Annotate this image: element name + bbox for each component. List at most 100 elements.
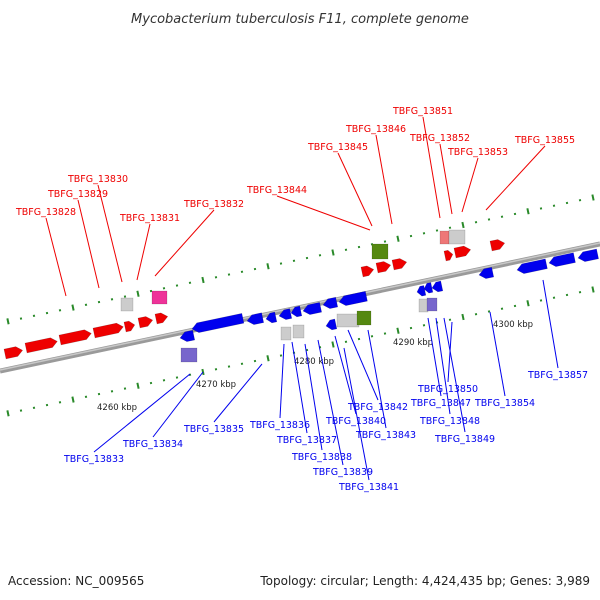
reverse-gene-shape	[191, 313, 245, 333]
reverse-gene-shape	[516, 258, 548, 274]
tick-top	[539, 207, 543, 210]
reverse-gene	[577, 248, 599, 262]
accession-label: Accession: NC_009565	[8, 574, 144, 588]
tick-top	[175, 284, 179, 287]
tick-bottom	[6, 410, 10, 417]
bottom-gene-label-line	[367, 329, 387, 429]
forward-gene	[391, 258, 408, 271]
tick-bottom	[110, 390, 114, 393]
bottom-gene-label-line	[542, 279, 559, 369]
gray-feature	[418, 298, 429, 313]
tick-bottom	[461, 313, 465, 321]
forward-gene-shape	[92, 322, 124, 339]
tick-bottom	[266, 355, 270, 362]
tick-top	[240, 270, 244, 273]
tick-top	[188, 281, 192, 284]
top-gene-label: TBFG_13851	[392, 106, 453, 117]
tick-top	[253, 267, 257, 271]
gray-feature	[280, 326, 292, 341]
top-gene-label: TBFG_13846	[345, 124, 406, 135]
top-gene-label-line	[77, 199, 100, 289]
gene-features	[3, 229, 599, 363]
gray-feature	[336, 313, 360, 328]
top-gene-label-line	[375, 134, 393, 225]
tick-top	[201, 276, 205, 284]
reverse-gene-shape	[302, 302, 322, 315]
reverse-gene	[179, 329, 196, 342]
reverse-gene	[548, 252, 576, 267]
tick-bottom	[552, 296, 556, 299]
salmon-feature	[439, 230, 450, 245]
forward-gene	[123, 320, 136, 333]
gray-feature	[448, 229, 466, 245]
tick-top	[58, 309, 62, 312]
tick-top	[513, 212, 517, 216]
forward-gene	[453, 245, 472, 259]
tick-top	[292, 259, 296, 262]
tick-bottom	[396, 327, 400, 334]
tick-top	[214, 276, 218, 279]
bottom-gene-label-line	[291, 341, 308, 434]
tick-bottom	[84, 395, 88, 398]
reverse-gene	[478, 266, 495, 279]
top-gene-label: TBFG_13853	[447, 147, 508, 158]
reverse-gene	[246, 312, 264, 325]
tick-marks	[6, 194, 595, 417]
bottom-gene-label: TBFG_13838	[291, 452, 352, 463]
top-gene-label: TBFG_13844	[246, 185, 307, 196]
genome-summary: Topology: circular; Length: 4,424,435 bp…	[259, 574, 590, 588]
tick-top	[591, 194, 595, 201]
tick-bottom	[58, 401, 62, 404]
green-feature	[371, 243, 389, 260]
top-gene-label-line	[422, 116, 441, 219]
tick-top	[435, 229, 439, 232]
tick-bottom	[565, 293, 569, 297]
tick-top	[409, 234, 413, 238]
tick-bottom	[539, 299, 543, 302]
tick-top	[487, 218, 491, 221]
tick-bottom	[214, 368, 218, 371]
bottom-gene-label-line	[93, 373, 191, 453]
bottom-gene-label: TBFG_13850	[417, 384, 478, 395]
reverse-gene-shape	[322, 296, 339, 309]
bottom-gene-label-line	[489, 311, 506, 397]
top-gene-label-line	[97, 184, 123, 283]
scale-label: 4300 kbp	[493, 320, 533, 330]
tick-top	[305, 256, 309, 260]
tick-top	[318, 254, 322, 257]
bottom-gene-label: TBFG_13848	[419, 416, 480, 427]
tick-top	[162, 287, 166, 290]
bottom-gene-label: TBFG_13839	[312, 467, 373, 478]
forward-gene-shape	[360, 265, 375, 278]
top-gene-label-line	[485, 145, 546, 211]
bottom-gene-label-line	[317, 339, 344, 466]
forward-gene	[92, 322, 124, 339]
bottom-gene-label-line	[347, 329, 379, 401]
tick-top	[422, 232, 426, 235]
top-gene-label-line	[276, 195, 371, 231]
forward-gene	[154, 312, 169, 325]
tick-bottom	[136, 382, 140, 389]
bottom-gene-label: TBFG_13836	[249, 420, 310, 431]
tick-top	[565, 201, 569, 205]
forward-gene	[3, 346, 23, 360]
tick-bottom	[45, 403, 49, 407]
top-gene-label: TBFG_13830	[67, 174, 128, 185]
pink-feature	[151, 290, 168, 305]
tick-top	[32, 314, 36, 317]
forward-gene	[489, 239, 506, 252]
reverse-gene	[302, 302, 322, 315]
reverse-gene-shape	[265, 311, 278, 324]
bottom-gene-label-line	[447, 321, 453, 383]
tick-bottom	[344, 340, 348, 343]
gray-feature	[120, 297, 134, 312]
bottom-gene-label-line	[435, 317, 451, 415]
top-gene-label-line	[154, 209, 215, 277]
scale-labels: 4260 kbp 4270 kbp 4280 kbp 4290 kbp 4300 kbp	[97, 320, 533, 413]
reverse-gene	[278, 308, 293, 320]
tick-bottom	[474, 313, 478, 316]
bottom-gene-label: TBFG_13843	[355, 430, 416, 441]
forward-gene-shape	[154, 312, 169, 325]
bottom-gene-label: TBFG_13842	[347, 402, 408, 413]
purple-feature	[180, 347, 198, 363]
